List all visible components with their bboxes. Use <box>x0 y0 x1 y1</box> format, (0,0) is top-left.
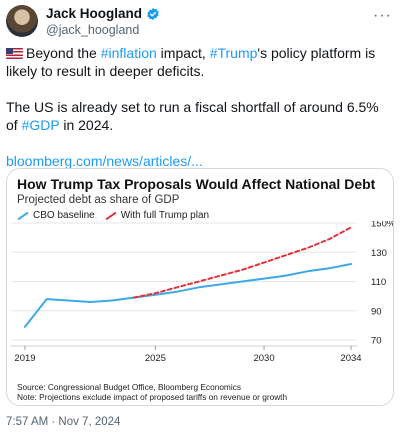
hashtag-inflation[interactable]: #inflation <box>100 45 157 61</box>
legend-label-trump: With full Trump plan <box>120 210 210 221</box>
y-tick-label: 150% <box>371 221 394 230</box>
avatar[interactable] <box>6 5 38 37</box>
source-line: Source: Congressional Budget Office, Blo… <box>17 382 241 392</box>
note-line: Note: Projections exclude impact of prop… <box>17 392 288 402</box>
debt-line-chart: 70 90 110 130 150% 2019 2025 2030 2034 <box>11 221 394 364</box>
tweet-text-segment: in 2024. <box>59 117 114 133</box>
chart-card[interactable]: How Trump Tax Proposals Would Affect Nat… <box>6 168 394 406</box>
tweet-text-segment: The US is already set to run a fiscal sh… <box>6 99 379 133</box>
legend-dashed-line-icon <box>105 211 117 220</box>
tweet-paragraph-1: Beyond the #inflation impact, #Trump's p… <box>6 44 391 80</box>
legend-solid-line-icon <box>17 211 29 220</box>
hashtag-trump[interactable]: #Trump <box>209 45 258 61</box>
y-tick-label: 90 <box>371 306 382 317</box>
timestamp[interactable]: 7:57 AM · Nov 7, 2024 <box>6 416 121 428</box>
article-link[interactable]: bloomberg.com/news/articles/... <box>6 153 203 169</box>
series-line-trump-plan <box>132 226 352 299</box>
name-row: Jack Hoogland <box>46 6 160 21</box>
legend-item-trump: With full Trump plan <box>105 210 209 221</box>
chart-source: Source: Congressional Budget Office, Blo… <box>17 382 287 402</box>
legend-label-baseline: CBO baseline <box>33 210 95 221</box>
chart-legend: CBO baseline With full Trump plan <box>17 210 209 221</box>
legend-item-baseline: CBO baseline <box>17 210 95 221</box>
author-name[interactable]: Jack Hoogland <box>46 6 143 21</box>
hashtag-gdp[interactable]: #GDP <box>21 117 60 133</box>
tweet-text-segment: 's policy platform is likely to result i… <box>6 45 376 79</box>
tweet-text: Beyond the #inflation impact, #Trump's p… <box>6 44 391 170</box>
y-tick-label: 70 <box>371 336 382 347</box>
tweet-header: Jack Hoogland @jack_hoogland ··· <box>6 5 394 41</box>
series-line-cbo-baseline <box>24 263 352 328</box>
us-flag-icon <box>6 48 23 59</box>
x-tick-label: 2030 <box>253 353 274 364</box>
chart-title: How Trump Tax Proposals Would Affect Nat… <box>17 176 376 192</box>
x-tick-label: 2019 <box>14 353 35 364</box>
more-options-icon[interactable]: ··· <box>373 7 392 24</box>
tweet-paragraph-2: The US is already set to run a fiscal sh… <box>6 98 391 134</box>
verified-badge-icon <box>147 7 159 20</box>
author-handle[interactable]: @jack_hoogland <box>46 23 140 37</box>
y-tick-label: 110 <box>371 277 386 288</box>
x-tick-label: 2034 <box>340 353 361 364</box>
y-tick-label: 130 <box>371 248 387 259</box>
chart-subtitle: Projected debt as share of GDP <box>17 194 180 206</box>
tweet-text-segment: impact, <box>156 45 210 61</box>
tweet-text-segment: Beyond the <box>26 45 101 61</box>
x-tick-label: 2025 <box>145 353 166 364</box>
